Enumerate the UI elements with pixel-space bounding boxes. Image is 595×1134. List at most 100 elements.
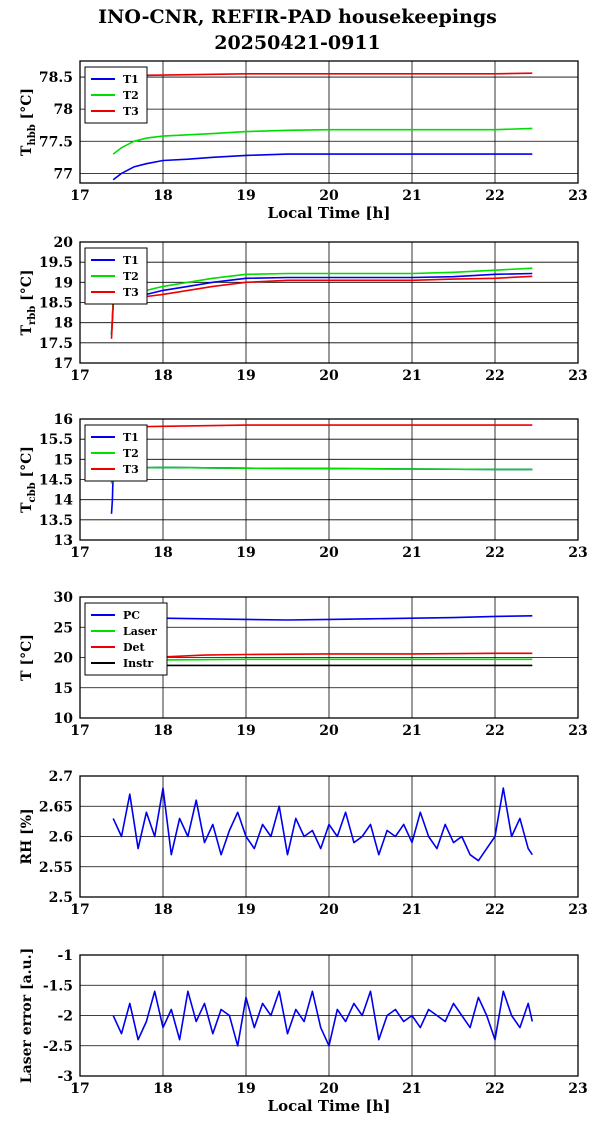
legend-label-det: Det — [123, 641, 146, 654]
y-tick-label: 78.5 — [39, 70, 73, 86]
y-tick-label: 20 — [54, 651, 74, 667]
series-line-det — [162, 652, 533, 658]
legend-label-pc: PC — [123, 609, 140, 622]
y-axis-label: RH [%] — [19, 808, 35, 864]
x-tick-label: 19 — [236, 368, 255, 384]
y-tick-label: 15 — [54, 681, 73, 697]
y-tick-label: -3 — [57, 1069, 73, 1085]
chart-title-line-1: INO-CNR, REFIR-PAD housekeepings — [98, 6, 497, 28]
series-line-t1 — [110, 466, 533, 514]
chart-panel-4: 17 18 19 20 21 22 23 10 15 20 25 30 T [°C] PC Laser Det… — [19, 590, 588, 739]
y-tick-label: 25 — [54, 620, 73, 636]
x-tick-label: 18 — [153, 188, 172, 204]
x-tick-label: 17 — [70, 723, 89, 739]
x-tick-label: 18 — [153, 902, 172, 918]
y-axis-label: Tcbb [°C] — [19, 446, 38, 513]
y-axis-label-main: Laser error [a.u.] — [19, 948, 35, 1083]
x-tick-label: 20 — [319, 902, 339, 918]
x-tick-label: 23 — [568, 902, 587, 918]
series-line-t3 — [113, 424, 533, 428]
x-tick-label: 21 — [402, 1081, 421, 1097]
y-tick-label: 20 — [54, 235, 74, 251]
plot-frame — [79, 241, 579, 364]
x-tick-label: 21 — [402, 368, 421, 384]
legend-box — [84, 66, 148, 124]
plot-frame — [79, 775, 579, 898]
plot-frame — [79, 418, 579, 541]
y-tick-label: 18.5 — [39, 296, 73, 312]
plot-frame — [79, 954, 579, 1077]
y-tick-label: 2.55 — [39, 860, 73, 876]
y-tick-label: 13 — [54, 533, 73, 549]
y-axis-label-main: T — [19, 502, 35, 513]
x-tick-label: 20 — [319, 545, 339, 561]
x-tick-label: 21 — [402, 723, 421, 739]
chart-title: INO-CNR, REFIR-PAD housekeepings 2025042… — [0, 4, 595, 56]
y-tick-label: 19 — [54, 275, 73, 291]
x-tick-label: 20 — [319, 188, 339, 204]
y-tick-label: 2.6 — [49, 830, 73, 846]
legend: T1 T2 T3 — [84, 424, 148, 482]
y-tick-label: -1 — [57, 948, 73, 964]
chart-panel-3: 17 18 19 20 21 22 23 13 13.5 14 14.5 15 15.5 16 Tcbb [… — [19, 412, 588, 561]
series-line-t1 — [112, 153, 533, 181]
y-tick-label: 78 — [54, 102, 73, 118]
x-tick-label: 23 — [568, 188, 587, 204]
y-axis-label-unit: [°C] — [19, 270, 35, 306]
legend: PC Laser Det Instr — [84, 602, 168, 676]
y-tick-label: 17 — [54, 356, 73, 372]
legend-label-t1: T1 — [123, 431, 139, 444]
x-tick-label: 23 — [568, 723, 587, 739]
y-axis-label-main: T [°C] — [19, 634, 35, 681]
x-tick-label: 20 — [319, 1081, 339, 1097]
legend-label-t3: T3 — [123, 463, 139, 476]
x-tick-label: 18 — [153, 368, 172, 384]
chart-panel-6: 17 18 19 20 21 22 23 -3 -2.5 -2 -1.5 -1 Laser error … — [19, 948, 588, 1115]
x-tick-label: 19 — [236, 545, 255, 561]
x-tick-label: 17 — [70, 902, 89, 918]
series-line-laser — [162, 658, 533, 661]
y-tick-label: -2.5 — [43, 1039, 73, 1055]
series-line-pc — [162, 615, 533, 621]
x-tick-label: 17 — [70, 1081, 89, 1097]
legend-label-laser: Laser — [123, 625, 157, 638]
x-tick-label: 19 — [236, 902, 255, 918]
y-tick-label: -1.5 — [43, 978, 73, 994]
y-tick-label: -2 — [57, 1009, 73, 1025]
x-tick-label: 19 — [236, 188, 255, 204]
y-tick-label: 19.5 — [39, 255, 73, 271]
legend-label-t3: T3 — [123, 105, 139, 118]
x-tick-label: 21 — [402, 188, 421, 204]
y-tick-label: 2.65 — [39, 799, 73, 815]
chart-title-line-2: 20250421-0911 — [214, 32, 381, 54]
y-tick-label: 18 — [54, 316, 73, 332]
y-tick-label: 77 — [54, 166, 73, 182]
y-tick-label: 2.5 — [49, 890, 73, 906]
x-tick-label: 23 — [568, 545, 587, 561]
y-axis-label: Thbb [°C] — [19, 88, 38, 156]
x-tick-label: 20 — [319, 723, 339, 739]
x-tick-label: 22 — [485, 723, 504, 739]
y-tick-label: 77.5 — [39, 134, 73, 150]
y-tick-label: 14 — [54, 493, 74, 509]
y-axis-label-main: T — [19, 324, 35, 335]
x-tick-label: 22 — [485, 902, 504, 918]
x-axis-label: Local Time [h] — [268, 204, 391, 222]
legend-label-t2: T2 — [123, 270, 139, 283]
y-axis-label: T [°C] — [19, 634, 35, 681]
y-tick-label: 10 — [54, 711, 74, 727]
series-line-data — [112, 787, 533, 862]
y-tick-label: 2.7 — [49, 769, 73, 785]
x-tick-label: 18 — [153, 545, 172, 561]
legend-label-t1: T1 — [123, 73, 139, 86]
x-axis-label: Local Time [h] — [268, 1097, 391, 1115]
y-tick-label: 15.5 — [39, 432, 73, 448]
chart-panel-5: 17 18 19 20 21 22 23 2.5 2.55 2.6 2.65 2.7 RH [%] — [19, 769, 588, 918]
legend: T1 T2 T3 — [84, 247, 148, 305]
y-tick-label: 16 — [54, 412, 73, 428]
x-tick-label: 21 — [402, 545, 421, 561]
x-tick-label: 20 — [319, 368, 339, 384]
y-axis-label-unit: [°C] — [19, 88, 35, 124]
